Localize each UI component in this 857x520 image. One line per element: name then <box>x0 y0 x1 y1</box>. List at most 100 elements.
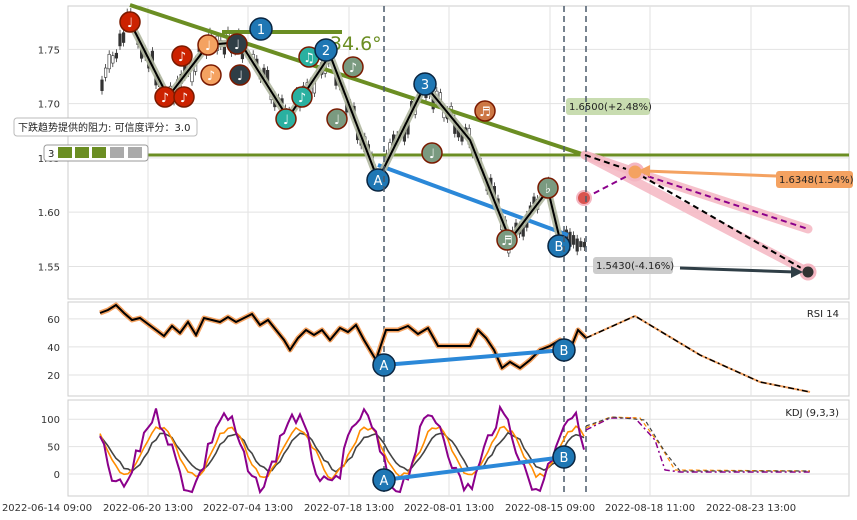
kdj-k-line <box>99 404 585 495</box>
wave-markers: ♩ ♪ ♪ ♪ ♩ ♪ ♩ ♩ ♩ ♪ ♫ ♩ ♪ ♩ ♬ ♬ ♭ <box>119 11 559 251</box>
candle-body <box>222 46 227 55</box>
resistance-note: 下跌趋势提供的阻力: 可信度评分：3.0 <box>18 121 190 134</box>
x-tick-label: 2022-08-18 11:00 <box>605 503 695 514</box>
wave-3-marker <box>413 72 437 96</box>
downtrend-line <box>129 3 586 157</box>
note-icon: ♩ <box>127 16 133 31</box>
note-icon: ♩ <box>205 39 211 54</box>
x-tick-label: 2022-07-04 13:00 <box>203 503 293 514</box>
rating-icon-4 <box>110 147 124 158</box>
rating-icon-1 <box>58 147 72 158</box>
note-marker <box>200 64 222 86</box>
rating-icon-3 <box>92 147 106 158</box>
wave-2-marker <box>314 38 338 62</box>
annotation-box-3 <box>593 257 673 274</box>
note-icon: ♪ <box>349 61 357 76</box>
note-marker <box>326 108 348 130</box>
wave-3-label: 3 <box>421 78 429 93</box>
x-tick-label: 2022-06-20 13:00 <box>103 503 193 514</box>
candle-body <box>107 53 111 70</box>
note-icon: ♩ <box>234 38 240 53</box>
kdj-title: KDJ (9,3,3) <box>785 408 839 419</box>
candle-body <box>582 241 586 248</box>
note-icon: ♩ <box>429 147 435 162</box>
y-tick-label: 1.75 <box>38 45 60 56</box>
wave-path-inner <box>129 21 561 243</box>
x-tick-label: 2022-08-15 09:00 <box>505 503 595 514</box>
y-tick-label: 0 <box>54 470 60 481</box>
kdj-b-label: B <box>560 451 569 466</box>
note-marker <box>474 100 496 122</box>
kdj-b-marker <box>552 445 576 469</box>
kdj-k-forecast <box>585 417 810 473</box>
y-tick-label: 20 <box>47 371 60 382</box>
note-icon: ♬ <box>501 234 513 249</box>
note-icon: ♩ <box>283 113 289 128</box>
rsi-b-marker <box>552 338 576 362</box>
candle-body <box>100 79 104 91</box>
note-icon: ♭ <box>545 182 551 197</box>
y-tick-label: 1.55 <box>38 262 60 273</box>
y-tick-label: 1.70 <box>38 100 60 111</box>
annotation-arrowhead-3 <box>791 266 803 278</box>
wave-b-label: B <box>555 240 564 255</box>
candle-body <box>118 33 122 47</box>
annotation-2: 1.6348(1.54%) <box>779 175 854 186</box>
y-tick-label: 50 <box>47 443 60 454</box>
note-icon: ♪ <box>180 91 188 106</box>
candle-body <box>575 238 579 252</box>
kdj-a-label: A <box>380 474 389 489</box>
kdj-j-forecast <box>585 416 810 472</box>
note-marker <box>229 64 251 86</box>
rating-icon-2 <box>75 147 89 158</box>
y-tick-label: 100 <box>41 415 60 426</box>
annotation-arrow-3 <box>679 266 796 274</box>
y-tick-label: 60 <box>47 315 60 326</box>
candle-body <box>114 52 118 59</box>
annotation-arrowhead-2 <box>638 165 650 177</box>
note-marker <box>496 229 518 251</box>
kdj-a-marker <box>372 468 396 492</box>
note-marker <box>421 142 443 164</box>
x-tick-label: 2022-08-23 13:00 <box>706 503 796 514</box>
note-icon: ♪ <box>178 50 186 65</box>
note-icon: ♪ <box>207 69 215 84</box>
x-tick-label: 2022-07-18 13:00 <box>304 503 394 514</box>
support-trend-line <box>377 163 569 237</box>
kdj-divergence-line <box>383 455 565 482</box>
note-icon: ♫ <box>303 51 315 66</box>
forecast-point-end <box>799 263 817 281</box>
rsi-panel <box>67 301 850 397</box>
candle-body <box>104 67 108 78</box>
note-marker <box>173 86 195 108</box>
rsi-series <box>99 302 811 393</box>
wave-a-label: A <box>374 174 383 189</box>
rsi-title: RSI 14 <box>807 309 839 320</box>
forecast-band-lower <box>580 150 813 277</box>
resistance-note-box <box>13 117 198 137</box>
wave-1-marker <box>249 17 273 41</box>
rsi-line <box>99 303 587 370</box>
annotation-1: 1.6500(+2.48%) <box>569 102 652 113</box>
rsi-forecast-line <box>585 315 811 393</box>
candle-body <box>571 235 576 245</box>
rsi-divergence-line <box>383 348 565 367</box>
rating-badge: 3 <box>48 149 54 160</box>
forecast-point-start <box>576 190 592 206</box>
kdj-series <box>99 404 811 495</box>
rsi-a-marker <box>372 353 396 377</box>
note-marker <box>226 33 248 55</box>
note-marker <box>197 34 219 56</box>
x-tick-label: 2022-08-01 13:00 <box>404 503 494 514</box>
note-marker <box>171 45 193 67</box>
x-tick-label: 2022-06-14 09:00 <box>2 503 92 514</box>
annotation-box-1 <box>566 98 650 115</box>
rsi-b-label: B <box>560 344 569 359</box>
rsi-a-label: A <box>380 359 389 374</box>
note-marker <box>291 86 313 108</box>
note-marker <box>342 56 364 78</box>
x-tick-labels: 2022-06-14 09:00 2022-06-20 13:00 2022-07-… <box>2 503 796 514</box>
note-icon: ♪ <box>161 91 169 106</box>
